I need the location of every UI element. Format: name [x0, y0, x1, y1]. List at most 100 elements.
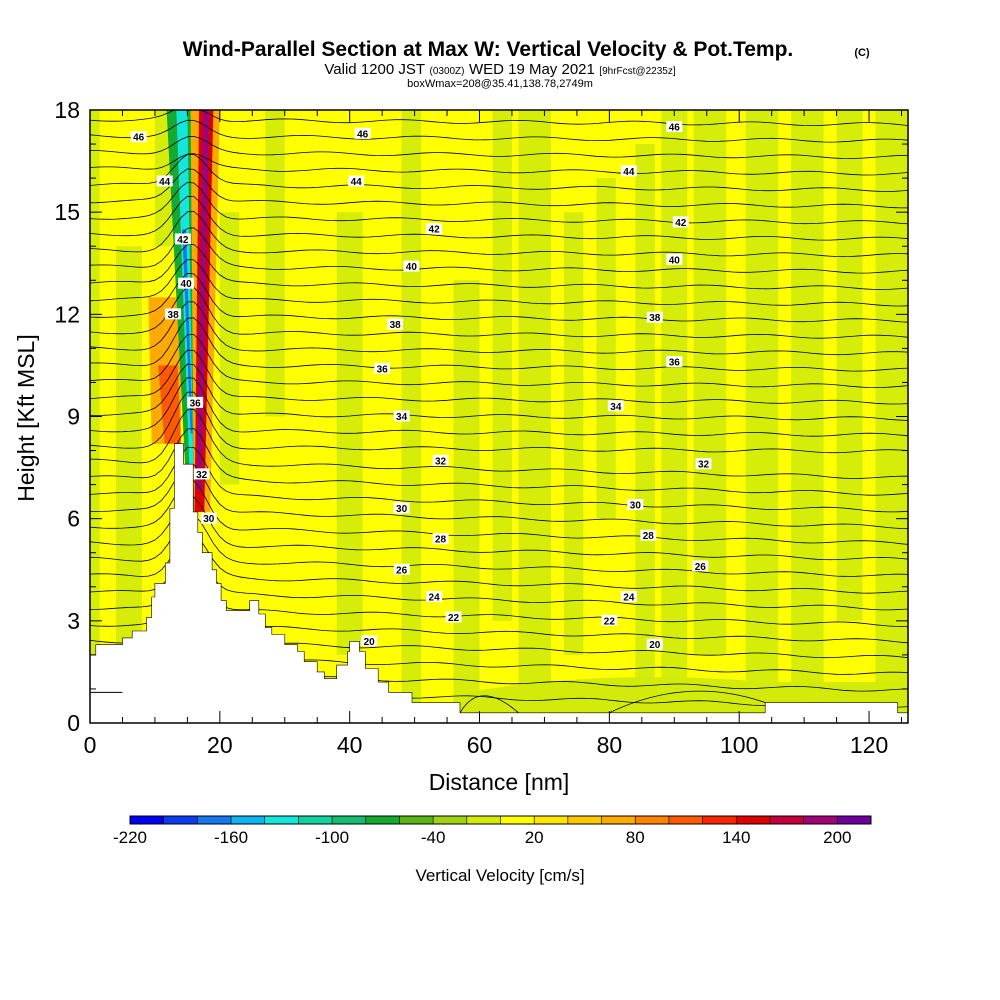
velocity-streak: [265, 110, 285, 417]
colorbar-swatch: [601, 816, 636, 824]
colorbar-tick-label: -100: [315, 828, 349, 847]
contour-label-bg: [200, 512, 217, 524]
velocity-streak: [219, 212, 240, 485]
colorbar-swatch: [500, 816, 535, 824]
contour-label-text: 28: [435, 535, 447, 546]
theta-contour: [90, 479, 908, 545]
contour-label-bg: [361, 635, 378, 647]
theta-contour: [459, 695, 519, 714]
colorbar-tick-label: -160: [214, 828, 248, 847]
contour-label-bg: [432, 454, 449, 466]
contour-label: 32: [193, 468, 210, 481]
contour-label-text: 32: [196, 470, 208, 481]
contour-label: 26: [692, 560, 709, 573]
theta-contour: [90, 168, 908, 209]
contour-label-text: 22: [604, 616, 616, 627]
contour-label-bg: [627, 499, 644, 511]
contour-label-bg: [374, 362, 391, 374]
contour-label-text: 30: [630, 501, 642, 512]
contour-label: 30: [627, 499, 644, 512]
colorbar-tick-label: 80: [626, 828, 645, 847]
x-axis: 0 20 40 60 80 100 120: [84, 110, 903, 758]
contour-label-text: 26: [396, 565, 408, 576]
contour-label-bg: [607, 400, 624, 412]
contour-label-text: 40: [669, 255, 681, 266]
colorbar-swatch: [365, 816, 400, 824]
contour-label: 30: [200, 512, 217, 525]
y-tick-label: 6: [67, 506, 80, 532]
contour-label-text: 44: [623, 167, 635, 178]
velocity-streak: [635, 144, 655, 723]
theta-contour: [90, 408, 908, 479]
velocity-streak: [453, 280, 480, 723]
velocity-streak: [791, 110, 824, 723]
contour-label-bg: [403, 260, 420, 272]
velocity-streak: [492, 110, 512, 621]
colorbar-swatch: [231, 816, 266, 824]
y-tick-label: 9: [67, 404, 80, 430]
theta-contour: [609, 690, 766, 714]
contour-label-bg: [130, 131, 147, 143]
theta-contour: [90, 496, 908, 561]
x-tick-label: 100: [720, 732, 758, 758]
contour-label: 42: [672, 216, 689, 229]
contour-label: 42: [426, 223, 443, 236]
subtitle-valid: Valid 1200 JST: [324, 61, 425, 78]
contour-label: 28: [640, 529, 657, 542]
contour-label-bg: [666, 121, 683, 133]
contour-label-text: 36: [377, 364, 389, 375]
y-tick-label: 18: [54, 97, 80, 123]
contour-label-text: 22: [448, 613, 460, 624]
contour-label: 32: [432, 454, 449, 467]
contour-label-text: 40: [406, 262, 418, 273]
contour-label: 40: [666, 253, 683, 266]
contour-label-text: 38: [168, 310, 180, 321]
contour-label: 28: [432, 533, 449, 546]
box-wmax-info: boxWmax=208@35.41,138.78,2749m: [407, 78, 593, 90]
theta-contour: [90, 244, 908, 290]
y-tick-label: 3: [67, 608, 80, 634]
colorbar-swatch: [332, 816, 367, 824]
contour-label-bg: [672, 216, 689, 228]
contour-label-text: 32: [698, 460, 710, 471]
theta-contour: [90, 153, 908, 176]
contour-label-text: 34: [610, 402, 622, 413]
contour-label-bg: [445, 611, 462, 623]
theta-contour: [90, 391, 908, 454]
title-mark: (C): [854, 47, 870, 59]
theta-contour: [90, 135, 908, 160]
contour-label-text: 26: [695, 562, 707, 573]
contour-label-text: 42: [429, 225, 441, 236]
contour-label: 46: [130, 131, 147, 144]
contour-label-text: 32: [435, 456, 447, 467]
contour-label-text: 38: [390, 320, 402, 331]
contour-label: 32: [695, 458, 712, 471]
contour-label-bg: [620, 590, 637, 602]
contour-label: 40: [178, 277, 195, 290]
x-tick-label: 80: [597, 732, 623, 758]
colorbar-swatch: [837, 816, 872, 824]
contour-label-text: 30: [203, 514, 215, 525]
theta-contour: [90, 181, 908, 225]
contour-label: 20: [361, 635, 378, 648]
theta-contour: [90, 317, 908, 372]
contour-label-bg: [156, 175, 173, 187]
contour-label-bg: [666, 253, 683, 265]
contour-label-bg: [646, 638, 663, 650]
colorbar-swatch: [298, 816, 333, 824]
contour-label-text: 44: [159, 177, 171, 188]
contour-label: 36: [374, 362, 391, 375]
colorbar-swatch: [702, 816, 737, 824]
contour-label: 44: [620, 165, 637, 178]
chart-subtitle: Valid 1200 JST (0300Z) WED 19 May 2021 […: [324, 61, 675, 78]
contour-label-text: 46: [669, 123, 681, 134]
contour-label-text: 20: [364, 637, 376, 648]
contour-label-bg: [174, 233, 191, 245]
theta-contour: [90, 447, 908, 513]
contour-label-text: 42: [675, 218, 687, 229]
contour-label: 44: [156, 175, 173, 188]
colorbar-swatch: [163, 816, 198, 824]
theta-contour: [90, 195, 908, 241]
contour-label-bg: [432, 533, 449, 545]
theta-contour: [90, 110, 908, 126]
